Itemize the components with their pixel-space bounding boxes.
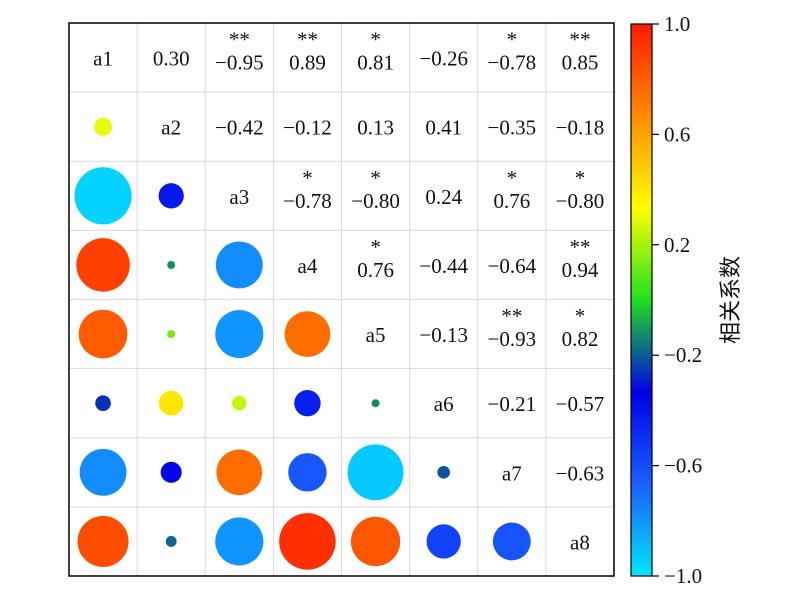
correlation-circle-a4-a2 <box>167 260 176 269</box>
correlation-value-a4-a7: −0.64 <box>488 254 537 278</box>
grid-layer <box>68 22 615 577</box>
correlation-value-a5-a6: −0.13 <box>419 323 468 347</box>
correlation-circle-a8-a2 <box>165 536 177 547</box>
text-layer: a1 0.30 −0.95**0.89**0.81*−0.26 −0.78*0.85*… <box>93 28 604 555</box>
correlation-circle-a5-a4 <box>284 311 331 357</box>
correlation-value-a6-a8: −0.57 <box>556 392 605 416</box>
correlation-value-a6-a7: −0.21 <box>488 392 537 416</box>
correlation-value-a2-a3: −0.42 <box>215 116 264 140</box>
correlation-circle-a4-a3 <box>215 241 263 289</box>
correlation-circle-a5-a2 <box>167 330 176 339</box>
correlation-value-a2-a4: −0.12 <box>283 116 332 140</box>
significance-mark-a3-a7: * <box>507 166 518 190</box>
colorbar: 1.0 0.6 0.2 −0.2 −0.6 −1.0 相关系数 <box>630 12 744 588</box>
correlation-circle-a7-a1 <box>79 448 127 496</box>
diagonal-label-a2: a2 <box>161 116 181 140</box>
correlation-value-a1-a4: 0.89 <box>289 51 326 75</box>
correlation-circle-a5-a3 <box>215 310 264 359</box>
correlation-value-a2-a6: 0.41 <box>425 116 462 140</box>
significance-mark-a1-a7: * <box>507 28 518 52</box>
diagonal-label-a8: a8 <box>570 530 590 554</box>
correlation-circle-a8-a4 <box>279 513 336 570</box>
correlation-value-a1-a3: −0.95 <box>215 51 264 75</box>
correlation-circle-a6-a3 <box>232 395 247 411</box>
correlation-value-a1-a7: −0.78 <box>488 51 537 75</box>
significance-mark-a3-a5: * <box>370 166 381 190</box>
colorbar-tick-label: −1.0 <box>664 564 702 588</box>
correlation-circle-a6-a4 <box>294 389 321 417</box>
correlation-value-a5-a7: −0.93 <box>488 327 537 351</box>
correlation-circle-a6-a2 <box>158 390 184 416</box>
colorbar-tick-label: 0.6 <box>664 122 690 146</box>
correlation-value-a5-a8: 0.82 <box>562 327 599 351</box>
significance-mark-a1-a3: ** <box>229 28 250 52</box>
correlation-value-a3-a5: −0.80 <box>351 189 400 213</box>
correlation-value-a4-a8: 0.94 <box>562 258 599 282</box>
correlation-value-a1-a8: 0.85 <box>562 51 599 75</box>
diagonal-label-a1: a1 <box>93 47 113 71</box>
correlation-circle-a3-a2 <box>158 183 184 209</box>
colorbar-gradient <box>630 23 653 577</box>
correlation-value-a4-a6: −0.44 <box>419 254 468 278</box>
colorbar-tick-label: −0.2 <box>664 343 702 367</box>
diagonal-label-a6: a6 <box>434 392 454 416</box>
correlation-circle-a5-a1 <box>78 309 128 359</box>
correlation-circle-a2-a1 <box>94 117 113 136</box>
correlation-circle-a6-a1 <box>95 395 111 412</box>
diagonal-label-a5: a5 <box>366 323 386 347</box>
correlation-circle-a7-a5 <box>347 444 404 501</box>
correlation-circle-a8-a3 <box>215 517 264 566</box>
correlation-circle-a7-a3 <box>216 449 263 496</box>
correlation-value-a7-a8: −0.63 <box>556 461 605 485</box>
significance-mark-a3-a4: * <box>302 166 313 190</box>
colorbar-tick-label: 1.0 <box>664 12 690 36</box>
correlation-value-a1-a6: −0.26 <box>419 47 468 71</box>
significance-mark-a5-a8: * <box>575 304 586 328</box>
colorbar-title: 相关系数 <box>719 256 744 344</box>
correlation-circle-a8-a7 <box>492 522 531 561</box>
correlation-value-a2-a8: −0.18 <box>556 116 605 140</box>
diagonal-label-a7: a7 <box>502 461 522 485</box>
significance-mark-a1-a8: ** <box>569 28 590 52</box>
significance-mark-a5-a7: ** <box>501 304 522 328</box>
correlation-circle-a8-a5 <box>350 516 401 567</box>
correlation-circle-a7-a6 <box>437 465 451 479</box>
correlation-value-a1-a2: 0.30 <box>153 47 190 71</box>
correlation-circle-a8-a6 <box>426 524 461 559</box>
correlation-value-a3-a6: 0.24 <box>425 185 462 209</box>
diagonal-label-a3: a3 <box>229 185 249 209</box>
correlation-value-a1-a5: 0.81 <box>357 51 394 75</box>
correlation-circle-a3-a1 <box>74 167 132 225</box>
correlation-circle-a7-a4 <box>288 453 327 492</box>
significance-mark-a3-a8: * <box>575 166 586 190</box>
matrix-frame <box>68 22 615 577</box>
correlation-value-a3-a7: 0.76 <box>493 189 530 213</box>
correlation-value-a3-a8: −0.80 <box>556 189 605 213</box>
correlation-value-a3-a4: −0.78 <box>283 189 332 213</box>
correlation-value-a2-a5: 0.13 <box>357 116 394 140</box>
correlation-circle-a6-a5 <box>371 399 380 408</box>
correlation-value-a4-a5: 0.76 <box>357 258 394 282</box>
correlation-value-a2-a7: −0.35 <box>488 116 537 140</box>
significance-mark-a1-a5: * <box>370 28 381 52</box>
colorbar-tick-label: −0.6 <box>664 454 702 478</box>
correlation-circle-a7-a2 <box>160 461 182 483</box>
correlation-circle-a8-a1 <box>77 515 129 567</box>
significance-mark-a1-a4: ** <box>297 28 318 52</box>
correlation-circle-a4-a1 <box>76 238 130 292</box>
significance-mark-a4-a8: ** <box>569 235 590 259</box>
marks-layer <box>74 117 531 570</box>
colorbar-tick-label: 0.2 <box>664 233 690 257</box>
significance-mark-a4-a5: * <box>370 235 381 259</box>
diagonal-label-a4: a4 <box>298 254 318 278</box>
